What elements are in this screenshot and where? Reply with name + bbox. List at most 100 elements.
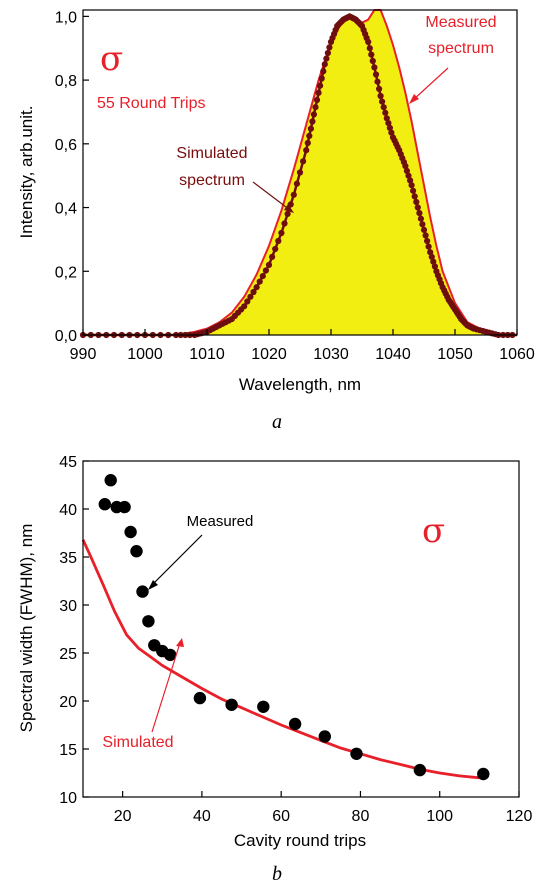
panel-a: 990 1000 1010 1020 1030 1040 1050 1060 0,0 0,2 0,4… (17, 9, 535, 433)
simulated-spectrum-point (388, 129, 395, 136)
simulated-spectrum-point (414, 204, 421, 211)
panel-a-simulated-arrow (252, 181, 291, 211)
panel-a-label: a (272, 411, 282, 433)
simulated-spectrum-point (324, 49, 331, 57)
simulated-spectrum-point (272, 245, 279, 253)
simulated-spectrum-point (425, 243, 432, 250)
simulated-spectrum-point (317, 82, 324, 89)
measured-width-point (350, 747, 363, 760)
y-tick-label: 30 (59, 598, 77, 615)
panel-b-measured-arrowhead (148, 580, 158, 590)
measured-width-point (477, 767, 490, 781)
simulated-spectrum-point (321, 61, 328, 68)
x-tick-label: 990 (70, 346, 97, 363)
x-tick-label: 1000 (127, 346, 163, 363)
simulated-spectrum-point (250, 288, 257, 296)
measured-width-point (288, 717, 302, 731)
measured-width-point (164, 648, 177, 662)
simulated-spectrum-point (380, 104, 387, 111)
x-tick-label: 1020 (251, 346, 287, 363)
y-tick-label: 0,8 (55, 73, 77, 90)
x-tick-label: 20 (114, 808, 132, 825)
simulated-spectrum-point (379, 98, 386, 105)
x-tick-label: 1030 (313, 346, 349, 363)
panel-b-measured-label: Measured (187, 513, 254, 530)
x-tick-label: 120 (506, 808, 533, 825)
measured-width-point (124, 525, 137, 539)
panel-a-measured-label-line2: spectrum (428, 40, 494, 57)
panel-a-round-trips-label: 55 Round Trips (97, 95, 206, 112)
panel-b-simulated-label: Simulated (102, 734, 173, 751)
measured-width-point (136, 585, 149, 598)
simulated-spectrum-point (318, 75, 325, 82)
panel-b-x-axis-label: Cavity round trips (234, 831, 366, 850)
simulated-spectrum-point (424, 237, 431, 245)
panel-b-plot-area (81, 474, 490, 781)
simulated-spectrum-point (413, 198, 420, 206)
simulated-spectrum-point (265, 261, 273, 268)
measured-width-point (104, 474, 117, 487)
simulated-spectrum-point (312, 104, 319, 111)
x-tick-label: 40 (193, 808, 211, 825)
y-tick-label: 0,4 (55, 201, 77, 218)
x-tick-label: 1010 (189, 346, 225, 363)
simulated-spectrum-point (416, 210, 423, 217)
measured-width-point (225, 698, 238, 711)
simulated-spectrum-point (383, 115, 390, 122)
panel-a-simulated-label-line2: spectrum (179, 172, 245, 189)
y-tick-label: 35 (59, 550, 77, 567)
y-tick-label: 40 (59, 502, 77, 519)
y-tick-label: 20 (59, 694, 77, 711)
simulated-spectrum-point (420, 226, 428, 233)
simulated-spectrum-point (428, 253, 435, 260)
x-tick-label: 1060 (499, 346, 535, 363)
simulated-spectrum-point (365, 38, 372, 46)
panel-a-ticks: 990 1000 1010 1020 1030 1040 1050 1060 0,0 0,2 0,4… (55, 9, 535, 363)
x-tick-label: 60 (272, 808, 290, 825)
y-tick-label: 0,6 (55, 137, 77, 154)
simulated-spectrum-point (256, 278, 263, 285)
panel-a-measured-arrow (412, 67, 449, 101)
simulated-spectrum-point (377, 92, 384, 100)
simulated-spectrum-point (407, 177, 414, 184)
simulated-spectrum-point (427, 249, 434, 256)
panel-b-axes-frame (82, 460, 520, 798)
simulated-spectrum-point (303, 147, 310, 154)
simulated-spectrum-point (408, 182, 415, 189)
measured-width-point (118, 500, 131, 514)
measured-width-point (98, 498, 112, 511)
panel-a-measured-label-line1: Measured (425, 14, 496, 31)
measured-width-point (142, 615, 155, 628)
y-tick-label: 0,0 (55, 328, 77, 345)
y-tick-label: 25 (59, 646, 77, 663)
measured-width-point (318, 730, 331, 743)
simulated-spectrum-point (244, 298, 251, 305)
x-tick-label: 1040 (375, 346, 411, 363)
measured-width-point (193, 691, 207, 705)
simulated-spectrum-point (386, 124, 393, 131)
simulated-spectrum-point (284, 210, 291, 217)
simulated-spectrum-point (372, 71, 380, 78)
simulated-spectrum-point (376, 85, 383, 92)
simulated-spectrum-point (402, 163, 409, 170)
panel-a-plot-area (79, 9, 517, 339)
simulated-spectrum-point (296, 169, 304, 176)
simulated-spectrum-point (293, 180, 300, 187)
x-tick-label: 1050 (437, 346, 473, 363)
panel-b-measured-arrow (151, 534, 203, 586)
y-tick-label: 45 (59, 454, 77, 471)
panel-a-x-axis-label: Wavelength, nm (239, 375, 361, 394)
simulated-spectrum-point (405, 172, 412, 179)
simulated-spectrum-point (281, 220, 288, 227)
simulated-spectrum-point (315, 89, 322, 96)
simulated-spectrum-point (368, 51, 375, 58)
y-tick-label: 15 (59, 742, 77, 759)
simulated-spectrum-point (371, 64, 378, 71)
simulated-spectrum-point (262, 267, 269, 274)
simulated-spectrum-point (417, 215, 424, 222)
simulated-spectrum-point (253, 284, 260, 291)
panel-a-simulated-arrowhead (284, 204, 294, 213)
panel-b-sigma-symbol: σ (422, 511, 445, 551)
panel-b-simulated-arrowhead (176, 638, 184, 647)
panel-b-simulated-arrow (151, 642, 181, 733)
